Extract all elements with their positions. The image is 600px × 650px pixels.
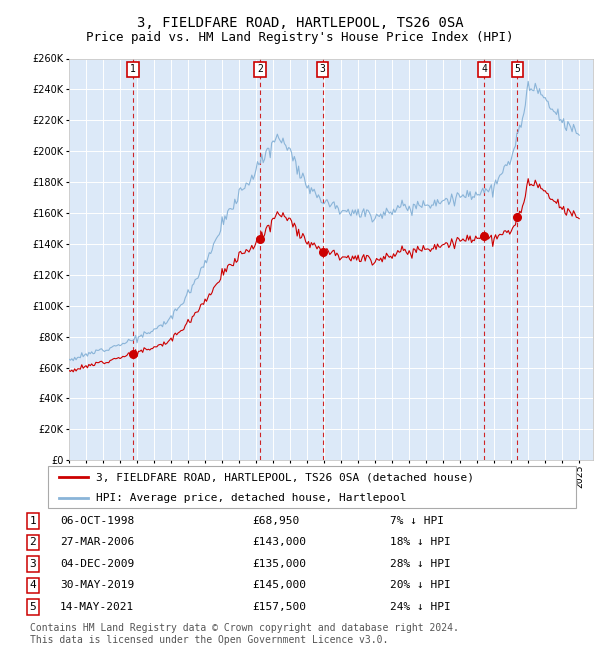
Text: 30-MAY-2019: 30-MAY-2019: [60, 580, 134, 590]
FancyBboxPatch shape: [48, 466, 576, 508]
Text: £135,000: £135,000: [252, 559, 306, 569]
Text: £157,500: £157,500: [252, 602, 306, 612]
Text: 3: 3: [320, 64, 326, 74]
Text: 5: 5: [29, 602, 37, 612]
Text: Contains HM Land Registry data © Crown copyright and database right 2024.
This d: Contains HM Land Registry data © Crown c…: [30, 623, 459, 645]
Text: 3, FIELDFARE ROAD, HARTLEPOOL, TS26 0SA: 3, FIELDFARE ROAD, HARTLEPOOL, TS26 0SA: [137, 16, 463, 31]
Text: 1: 1: [130, 64, 136, 74]
Text: 20% ↓ HPI: 20% ↓ HPI: [390, 580, 451, 590]
Text: 27-MAR-2006: 27-MAR-2006: [60, 538, 134, 547]
Text: £68,950: £68,950: [252, 516, 299, 526]
Text: 7% ↓ HPI: 7% ↓ HPI: [390, 516, 444, 526]
Text: 1: 1: [29, 516, 37, 526]
Text: 5: 5: [515, 64, 520, 74]
Text: 3, FIELDFARE ROAD, HARTLEPOOL, TS26 0SA (detached house): 3, FIELDFARE ROAD, HARTLEPOOL, TS26 0SA …: [95, 473, 473, 482]
Text: 3: 3: [29, 559, 37, 569]
Text: 28% ↓ HPI: 28% ↓ HPI: [390, 559, 451, 569]
Text: 4: 4: [29, 580, 37, 590]
Text: 06-OCT-1998: 06-OCT-1998: [60, 516, 134, 526]
Text: 24% ↓ HPI: 24% ↓ HPI: [390, 602, 451, 612]
Text: £145,000: £145,000: [252, 580, 306, 590]
Text: 04-DEC-2009: 04-DEC-2009: [60, 559, 134, 569]
Text: HPI: Average price, detached house, Hartlepool: HPI: Average price, detached house, Hart…: [95, 493, 406, 502]
Text: 2: 2: [29, 538, 37, 547]
Text: 4: 4: [481, 64, 487, 74]
Text: 14-MAY-2021: 14-MAY-2021: [60, 602, 134, 612]
Text: 18% ↓ HPI: 18% ↓ HPI: [390, 538, 451, 547]
Text: £143,000: £143,000: [252, 538, 306, 547]
Text: Price paid vs. HM Land Registry's House Price Index (HPI): Price paid vs. HM Land Registry's House …: [86, 31, 514, 44]
Text: 2: 2: [257, 64, 263, 74]
